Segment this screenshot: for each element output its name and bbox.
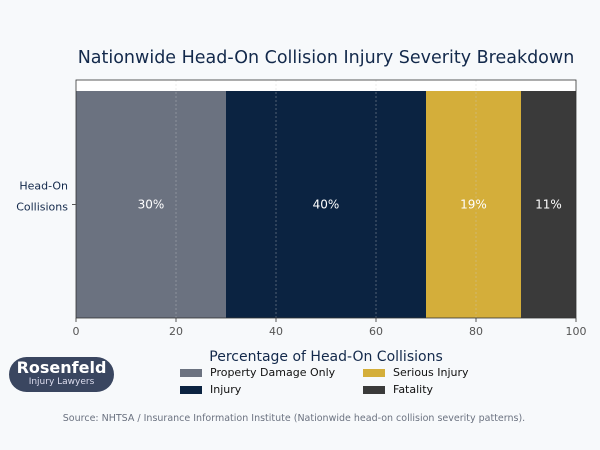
data-label-3: 11% [535,198,562,212]
x-axis-label: Percentage of Head-On Collisions [209,349,443,365]
bar-segment-3 [521,91,576,318]
logo-tagline: Injury Lawyers [28,377,95,387]
bar-segment-1 [226,91,426,318]
data-label-0: 30% [138,198,165,212]
plot-frame [75,79,577,319]
data-label-2: 19% [460,198,487,212]
chart-title: Nationwide Head-On Collision Injury Seve… [77,48,575,68]
legend-item-3: Fatality [363,383,433,396]
legend-label: Serious Injury [393,366,469,379]
bar-segment-2 [426,91,521,318]
logo: Rosenfeld Injury Lawyers [9,357,114,392]
legend-swatch [180,368,202,377]
x-tick-label-2: 40 [269,325,283,338]
data-label-1: 40% [313,198,340,212]
legend-label: Property Damage Only [210,366,336,379]
x-tick-label-4: 80 [469,325,483,338]
legend-item-2: Serious Injury [363,366,469,379]
x-tick-label-5: 100 [566,325,587,338]
legend-label: Injury [210,383,242,396]
legend-label: Fatality [393,383,434,396]
y-tick-label-line-0: Head-On [19,180,68,193]
x-tick-label-3: 60 [369,325,383,338]
y-tick-label-line-1: Collisions [16,201,68,214]
legend-swatch [180,385,202,394]
legend-swatch [363,385,385,394]
bar-segment-0 [76,91,226,318]
legend-swatch [363,368,385,377]
legend-item-1: Injury [180,383,241,396]
x-tick-label-1: 20 [169,325,183,338]
source-note: Source: NHTSA / Insurance Information In… [62,413,526,424]
legend: Property Damage Only Injury Serious Injury… [180,366,500,396]
logo-name: Rosenfeld [16,358,107,377]
x-tick-label-0: 0 [73,325,80,338]
legend-item-0: Property Damage Only [180,366,335,379]
